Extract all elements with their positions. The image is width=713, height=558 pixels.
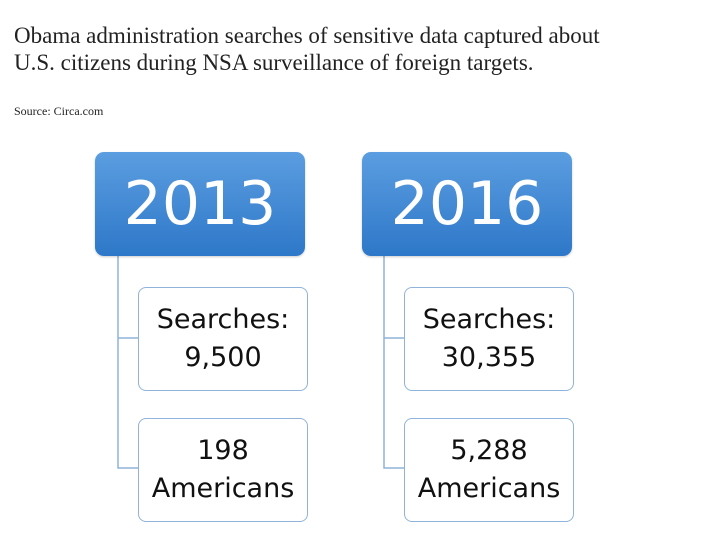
connector <box>117 256 138 469</box>
stat-line: 30,355 <box>441 342 537 373</box>
title-line: U.S. citizens during NSA surveillance of… <box>14 50 534 75</box>
stat-line: 9,500 <box>184 342 262 373</box>
stat-line: Searches: <box>422 304 556 335</box>
stat-box: 198 Americans <box>138 418 308 522</box>
connector <box>383 256 404 469</box>
year-box: 2013 <box>95 152 305 256</box>
title: Obama administration searches of sensiti… <box>14 22 600 76</box>
stat-line: 198 <box>197 435 249 466</box>
year-box: 2016 <box>362 152 572 256</box>
stat-box: 5,288 Americans <box>404 418 574 522</box>
stat-line: Searches: <box>156 304 290 335</box>
source: Source: Circa.com <box>14 104 104 118</box>
stat-line: Americans <box>151 473 295 504</box>
stat-box: Searches: 30,355 <box>404 287 574 391</box>
title-line: Obama administration searches of sensiti… <box>14 23 600 48</box>
stat-box: Searches: 9,500 <box>138 287 308 391</box>
stat-line: Americans <box>417 473 561 504</box>
stat-line: 5,288 <box>450 435 528 466</box>
